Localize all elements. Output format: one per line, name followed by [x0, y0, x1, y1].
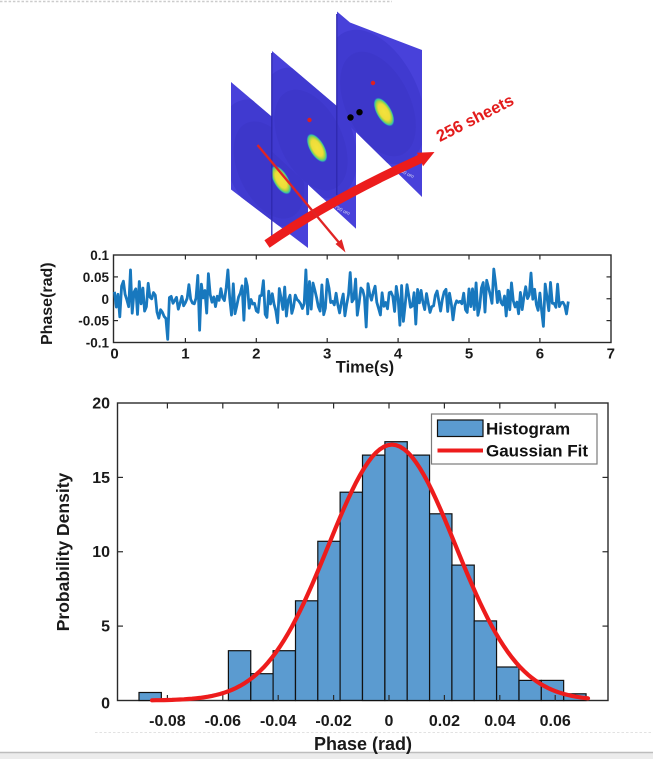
svg-text:Time(s): Time(s)	[336, 359, 394, 377]
svg-text:4: 4	[394, 346, 403, 363]
svg-text:Phase(rad): Phase(rad)	[39, 262, 56, 345]
svg-text:-0.04: -0.04	[260, 713, 297, 730]
svg-text:15: 15	[92, 470, 110, 487]
svg-text:0: 0	[385, 713, 394, 730]
svg-text:0: 0	[110, 346, 118, 363]
svg-text:0.02: 0.02	[429, 713, 460, 730]
svg-text:5: 5	[101, 619, 110, 636]
svg-text:20: 20	[92, 396, 110, 413]
svg-text:10: 10	[92, 544, 110, 561]
svg-text:3: 3	[323, 346, 331, 363]
svg-text:7: 7	[607, 346, 615, 363]
svg-text:6: 6	[536, 346, 544, 363]
svg-text:-0.1: -0.1	[86, 336, 110, 351]
svg-text:0.06: 0.06	[540, 713, 571, 730]
svg-text:Phase (rad): Phase (rad)	[314, 734, 412, 754]
svg-text:1: 1	[181, 346, 189, 363]
svg-text:0: 0	[101, 292, 109, 307]
svg-text:Gaussian Fit: Gaussian Fit	[486, 442, 588, 461]
svg-text:-0.02: -0.02	[315, 713, 352, 730]
svg-text:0.1: 0.1	[90, 248, 109, 263]
svg-text:5: 5	[465, 346, 473, 363]
svg-text:-0.08: -0.08	[149, 713, 186, 730]
svg-text:0.05: 0.05	[83, 270, 110, 285]
svg-text:0.04: 0.04	[484, 713, 515, 730]
svg-text:-0.06: -0.06	[205, 713, 242, 730]
svg-text:Histogram: Histogram	[486, 420, 570, 439]
svg-text:0: 0	[101, 696, 110, 713]
svg-text:Probability Density: Probability Density	[53, 472, 73, 631]
svg-text:2: 2	[252, 346, 260, 363]
svg-text:-0.05: -0.05	[78, 314, 109, 329]
